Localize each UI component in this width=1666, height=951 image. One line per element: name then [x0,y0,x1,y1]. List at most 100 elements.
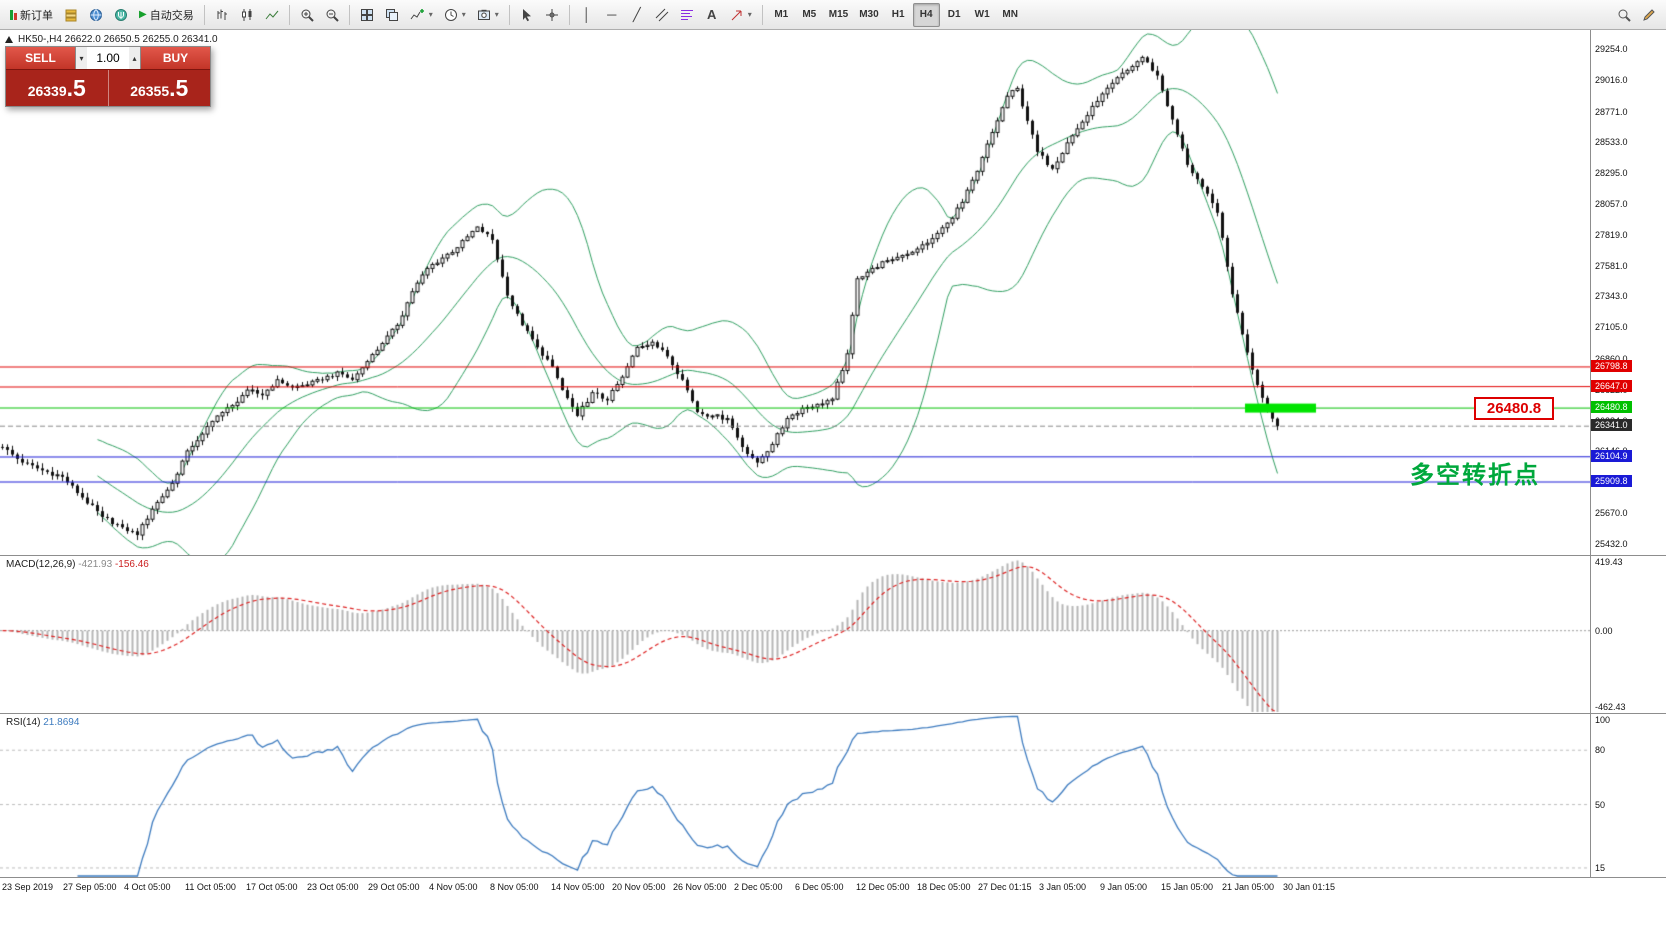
tf-button-m15[interactable]: M15 [824,3,853,27]
trendline-button[interactable]: ╱ [625,3,649,27]
chevron-down-icon: ▾ [428,10,433,19]
tile-windows-button[interactable] [355,3,379,27]
sell-button[interactable]: SELL [6,47,75,69]
rsi-axis-label: 100 [1595,715,1611,725]
time-axis[interactable]: 23 Sep 2019 27 Sep 05:00 4 Oct 05:00 11 Oct… [0,877,1666,951]
bar-chart-button[interactable] [210,3,234,27]
tf-button-d1[interactable]: D1 [941,3,968,27]
zoom-in-button[interactable] [295,3,319,27]
line-chart-button[interactable] [260,3,284,27]
pane-divider[interactable] [0,555,1666,556]
tf-button-h1[interactable]: H1 [885,3,912,27]
time-axis-label: 2 Dec 05:00 [734,882,783,892]
crosshair-button[interactable] [540,3,564,27]
time-axis-label: 9 Jan 05:00 [1100,882,1148,892]
fibonacci-icon [680,9,693,20]
tf-button-h4[interactable]: H4 [912,2,940,27]
cascade-windows-button[interactable] [380,3,404,27]
new-order-button[interactable]: 新订单 [5,3,58,27]
macd-signal-value: -156.46 [114,559,149,570]
toolbar: 新订单 ▶ 自动交易 ▾ ▾ ▾ [0,0,1666,30]
time-axis-label: 21 Jan 05:00 [1222,882,1275,892]
cursor-button[interactable] [515,3,539,27]
new-order-label: 新订单 [20,9,53,22]
channel-button[interactable] [650,3,674,27]
price-axis-label: 27343.0 [1595,291,1628,302]
candlestick-chart-button[interactable] [235,3,259,27]
time-axis-label: 4 Oct 05:00 [124,882,171,892]
line-chart-icon [265,10,279,19]
auto-trading-button[interactable]: ▶ 自动交易 [134,3,199,27]
period-button[interactable]: ▾ [439,3,471,27]
screenshot-button[interactable]: ▾ [472,3,504,27]
tf-button-m30[interactable]: M30 [854,3,883,27]
volume-value[interactable]: 1.00 [96,51,120,65]
buy-button[interactable]: BUY [141,47,210,69]
new-chart-button[interactable]: ▾ [405,3,438,27]
mql5-community-button[interactable] [84,3,108,27]
tf-button-m1[interactable]: M1 [768,3,795,27]
depth-of-market-icon [65,9,77,21]
toolbar-separator [761,4,763,25]
zoom-out-button[interactable] [320,3,344,27]
volume-decrease-icon[interactable]: ▾ [76,47,87,69]
sell-price-frac: .5 [66,75,86,101]
time-axis-label: 12 Dec 05:00 [856,882,910,892]
price-axis-label: 27581.0 [1595,260,1628,271]
tf-button-mn[interactable]: MN [997,3,1024,27]
rsi-name: RSI(14) [6,717,41,728]
cursor-icon [522,8,531,21]
arrow-tool-button[interactable]: ▾ [725,3,757,27]
depth-of-market-button[interactable] [59,3,83,27]
buy-price[interactable]: 26355.5 [109,70,211,106]
search-button[interactable] [1612,3,1636,27]
horizontal-line-button[interactable]: ─ [600,3,624,27]
volume-increase-icon[interactable]: ▴ [128,47,140,69]
turning-point-text: 多空转折点 [1410,462,1540,489]
price-axis-label: 29016.0 [1595,74,1628,85]
bid-price-tag: 26341.0 [1591,419,1632,432]
macd-canvas[interactable] [0,556,1590,713]
toolbar-separator [508,4,510,25]
chevron-down-icon: ▾ [461,10,466,19]
time-axis-label: 17 Oct 05:00 [246,882,298,892]
zoom-out-icon [326,9,339,22]
level-price-tag[interactable]: 26647.0 [1591,379,1632,392]
main-chart-canvas[interactable] [0,30,1590,555]
zoom-in-icon [301,9,314,22]
vertical-line-button[interactable]: │ [575,3,599,27]
sell-price[interactable]: 26339.5 [6,70,108,106]
macd-name: MACD(12,26,9) [6,559,76,570]
screenshot-icon [477,9,490,20]
volume-input[interactable]: ▾ 1.00 ▴ [75,47,141,69]
rsi-axis-label: 15 [1595,862,1606,873]
macd-axis-label: 419.43 [1595,557,1623,567]
fibonacci-button[interactable] [675,3,699,27]
price-level-callout[interactable]: 26480.8 [1474,397,1554,420]
tf-button-w1[interactable]: W1 [969,3,996,27]
time-axis-label: 6 Dec 05:00 [795,882,844,892]
time-axis-label: 8 Nov 05:00 [490,882,539,892]
level-price-tag[interactable]: 26798.8 [1591,359,1632,372]
price-divider [107,70,109,106]
pane-divider[interactable] [0,713,1666,714]
chart-header: HK50-,H4 26622.0 26650.5 26255.0 26341.0 [5,34,218,45]
edit-button[interactable] [1637,3,1661,27]
price-axis-label: 27105.0 [1595,322,1628,333]
toolbar-separator [203,4,205,25]
mql5-community-icon [90,8,102,21]
level-price-tag[interactable]: 26104.9 [1591,449,1632,462]
rsi-canvas[interactable] [0,714,1590,877]
time-axis-label: 11 Oct 05:00 [185,882,236,892]
text-button[interactable]: A [700,3,724,27]
tf-button-m5[interactable]: M5 [796,3,823,27]
time-axis-label: 15 Jan 05:00 [1161,882,1214,892]
level-price-tag[interactable]: 25909.8 [1591,475,1632,487]
metaeditor-button[interactable] [109,3,133,27]
toolbar-separator [288,4,290,25]
level-price-tag[interactable]: 26480.8 [1591,401,1632,414]
price-axis[interactable]: 29254.0 29016.0 28771.0 28533.0 28295.0 28057… [1590,30,1666,877]
price-axis-label: 28295.0 [1595,168,1628,179]
bar-chart-icon [217,9,227,20]
rsi-value: 21.8694 [43,717,80,728]
